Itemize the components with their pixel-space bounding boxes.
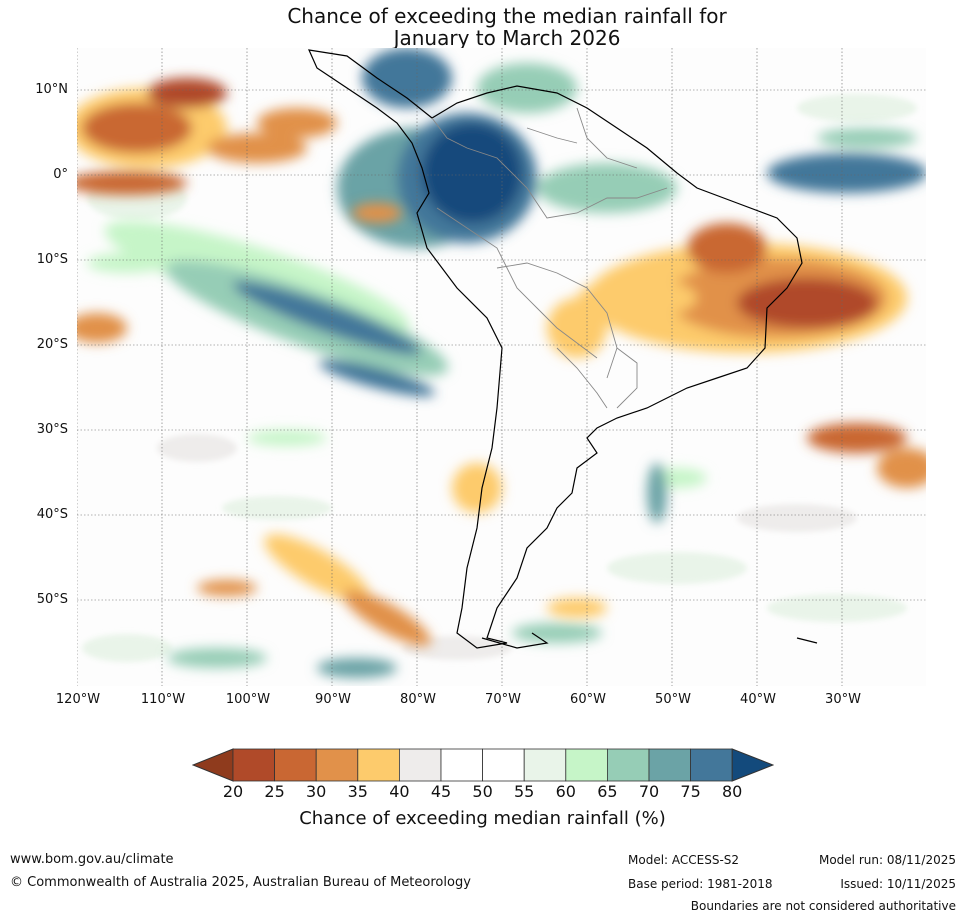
colorbar-tick-label: 55 (514, 782, 535, 801)
boundaries-note: Boundaries are not considered authoritat… (690, 899, 956, 913)
colorbar-arrow-low (192, 748, 234, 782)
country-borders (431, 107, 668, 409)
lon-label: 50°W (655, 692, 691, 707)
colorbar-cell (440, 748, 483, 782)
base-period-info: Base period: 1981-2018 (628, 877, 773, 891)
model-run-date: Model run: 08/11/2025 (818, 853, 956, 867)
colorbar-cell (232, 748, 275, 782)
lon-label: 100°W (225, 692, 271, 707)
colorbar-cell (357, 748, 400, 782)
map-title-line1: Chance of exceeding the median rainfall … (287, 4, 727, 28)
colorbar-tick-label: 60 (555, 782, 576, 801)
colorbar-tick-label: 35 (347, 782, 368, 801)
colorbar-cell (315, 748, 359, 782)
lon-label: 70°W (485, 692, 521, 707)
lon-label: 120°W (55, 692, 101, 707)
colorbar (192, 748, 774, 782)
lon-label: 80°W (400, 692, 436, 707)
colorbar-cell (482, 748, 525, 782)
website-link[interactable]: www.bom.gov.au/climate (10, 852, 174, 867)
colorbar-label: Chance of exceeding median rainfall (%) (299, 808, 666, 829)
colorbar-cell (606, 748, 650, 782)
colorbar-tick-label: 75 (680, 782, 701, 801)
copyright-text: © Commonwealth of Australia 2025, Austra… (10, 875, 471, 890)
lon-label: 40°W (740, 692, 776, 707)
colorbar-cells (192, 748, 774, 782)
colorbar-cell (274, 748, 317, 782)
colorbar-tick-label: 25 (264, 782, 285, 801)
graticule (77, 48, 926, 686)
lat-label: 30°S (36, 422, 68, 437)
lon-label: 110°W (140, 692, 186, 707)
rainfall-map (77, 48, 926, 686)
colorbar-cell (648, 748, 691, 782)
lat-label: 40°S (36, 507, 68, 522)
model-info: Model: ACCESS-S2 (628, 853, 740, 867)
lat-label: 0° (53, 167, 68, 182)
coastline (308, 49, 818, 649)
lat-label: 10°N (35, 82, 68, 97)
colorbar-tick-label: 40 (389, 782, 410, 801)
colorbar-tick-label: 30 (306, 782, 327, 801)
lat-label: 10°S (36, 252, 68, 267)
lat-label: 20°S (36, 337, 68, 352)
colorbar-cell (523, 748, 567, 782)
wet-anomaly-field (87, 48, 926, 678)
colorbar-tick-label: 45 (430, 782, 452, 801)
lon-label: 60°W (570, 692, 606, 707)
colorbar-cell (690, 748, 733, 782)
lat-label: 50°S (36, 592, 68, 607)
colorbar-tick-label: 65 (597, 782, 618, 801)
colorbar-cell (565, 748, 608, 782)
issued-date: Issued: 10/11/2025 (840, 877, 956, 891)
map-title-line2: January to March 2026 (393, 26, 621, 50)
colorbar-arrow-high (731, 748, 774, 782)
colorbar-tick-label: 70 (638, 782, 660, 801)
lon-label: 30°W (825, 692, 861, 707)
colorbar-tick-label: 50 (472, 782, 493, 801)
colorbar-tick-label: 20 (222, 782, 244, 801)
lon-label: 90°W (315, 692, 351, 707)
colorbar-cell (398, 748, 442, 782)
colorbar-tick-label: 80 (722, 782, 743, 801)
